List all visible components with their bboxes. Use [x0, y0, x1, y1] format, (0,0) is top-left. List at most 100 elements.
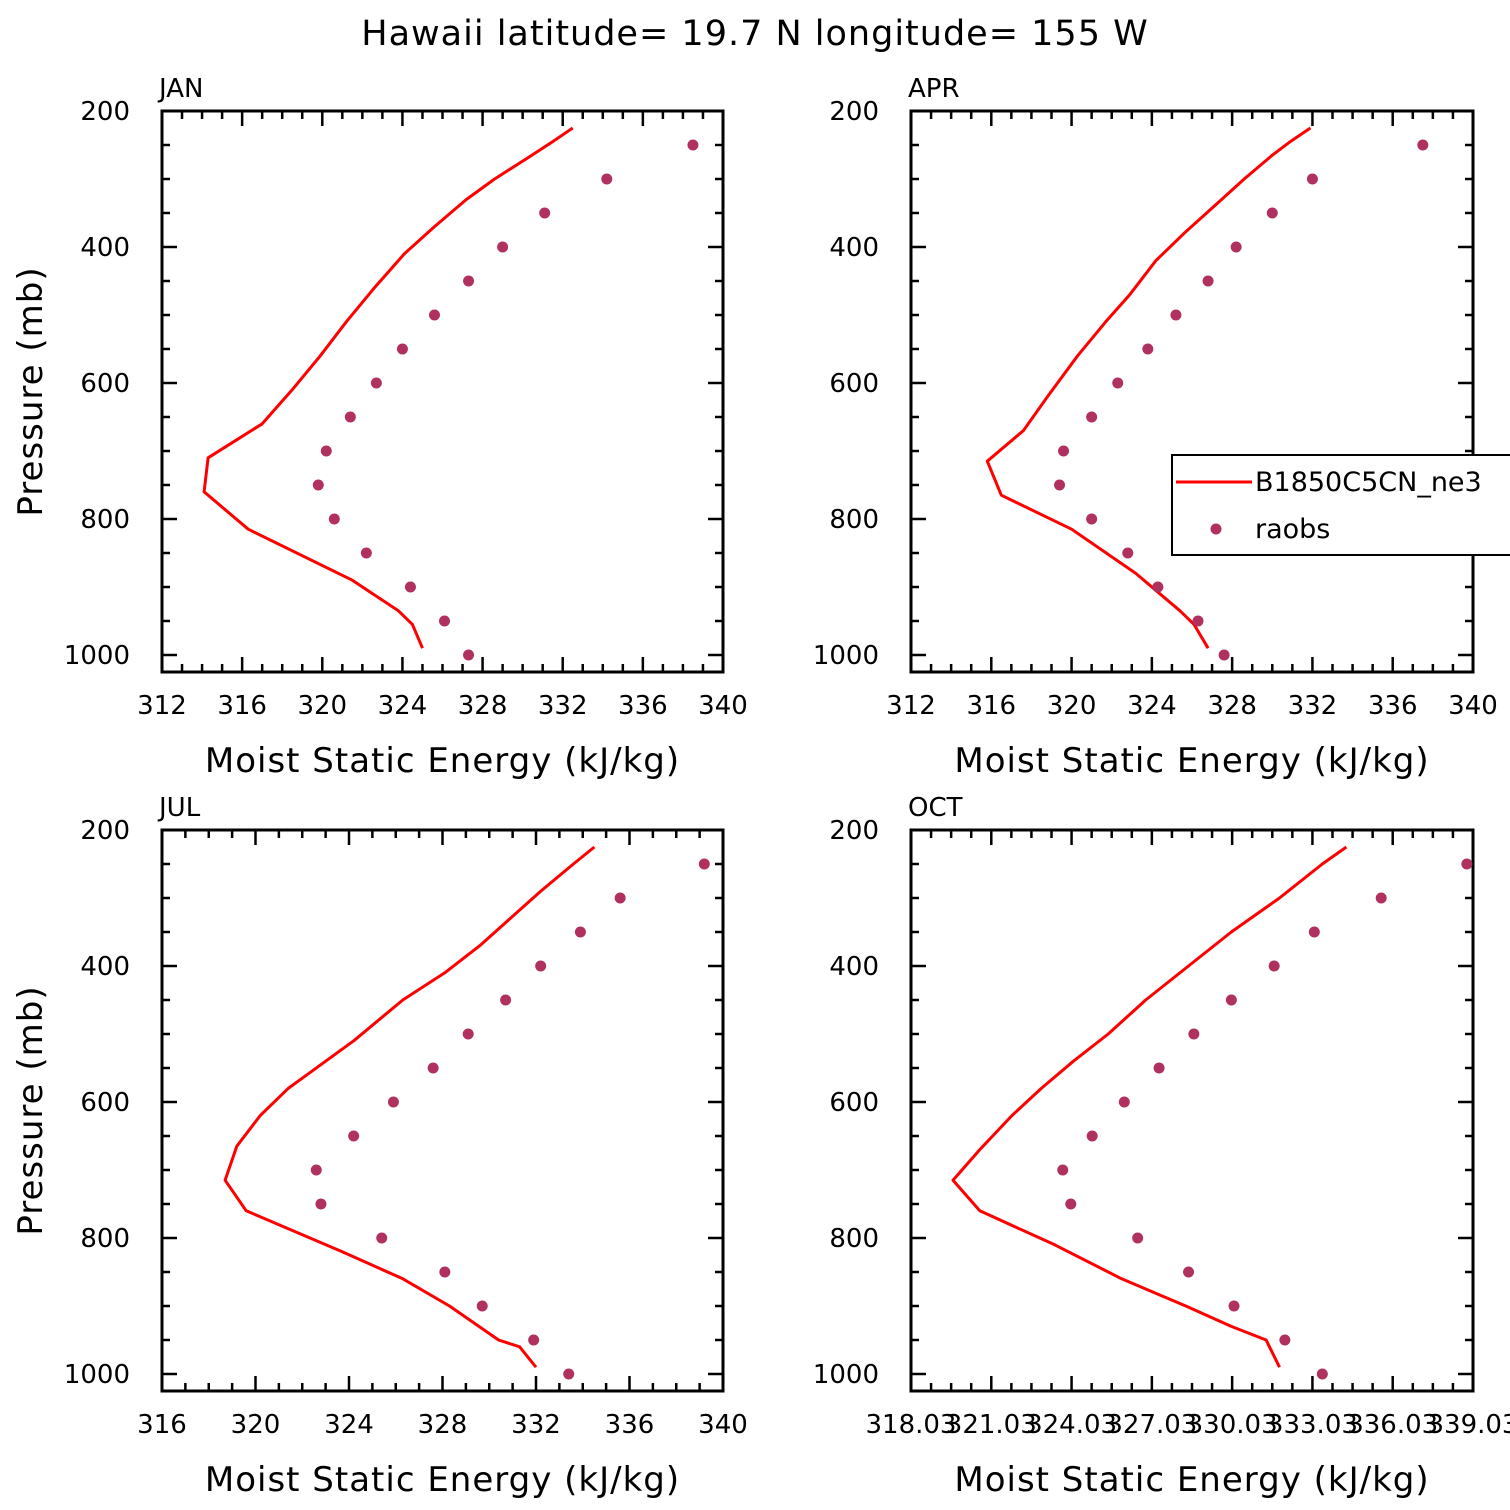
- raobs-point: [1266, 207, 1278, 219]
- raobs-point: [601, 173, 613, 185]
- y-tick-label: 600: [829, 1088, 879, 1118]
- legend-box: [1171, 454, 1510, 556]
- raobs-point: [1086, 1130, 1098, 1142]
- x-axis-label: Moist Static Energy (kJ/kg): [954, 741, 1429, 781]
- x-tick-label: 320: [1047, 691, 1097, 721]
- x-tick-label: 336: [1368, 691, 1418, 721]
- y-tick-label: 800: [80, 1224, 130, 1254]
- plot-frame: [160, 109, 725, 674]
- x-tick-label: 327.03: [1106, 1410, 1197, 1440]
- y-tick-label: 200: [80, 97, 130, 127]
- raobs-point: [500, 994, 512, 1006]
- raobs-point: [1268, 960, 1280, 972]
- legend-label-model: B1850C5CN_ne3: [1255, 467, 1482, 498]
- x-tick-label: 324.03: [1026, 1410, 1117, 1440]
- raobs-point: [1218, 649, 1230, 661]
- x-tick-label: 328: [1207, 691, 1257, 721]
- raobs-point: [1170, 309, 1182, 321]
- y-tick-label: 400: [829, 952, 879, 982]
- legend-label-raobs: raobs: [1255, 514, 1330, 545]
- y-tick-label: 400: [80, 233, 130, 263]
- y-axis-label: Pressure (mb): [11, 266, 51, 516]
- panel-oct: OCT318.03321.03324.03327.03330.03333.033…: [813, 793, 1510, 1500]
- y-tick-label: 200: [829, 97, 879, 127]
- y-tick-label: 1000: [64, 1360, 130, 1390]
- panel-jan: JAN 312 316 320 324 328 332 336 340 200 400 600 800 1…: [11, 74, 748, 781]
- y-tick-label: 200: [829, 816, 879, 846]
- x-tick-label: 340: [698, 1410, 748, 1440]
- raobs-point: [1132, 1232, 1144, 1244]
- y-tick-label: 800: [829, 1224, 879, 1254]
- raobs-point: [376, 1232, 388, 1244]
- raobs-point: [439, 615, 451, 627]
- y-tick-label: 800: [80, 505, 130, 535]
- x-tick-label: 330.03: [1187, 1410, 1278, 1440]
- x-tick-label: 332: [1288, 691, 1338, 721]
- x-tick-label: 320: [231, 1410, 281, 1440]
- y-tick-label: 400: [829, 233, 879, 263]
- panels: JAN 312 316 320 324 328 332 336 340 200 400 600 800 1…: [11, 74, 1510, 1500]
- raobs-point: [1153, 1062, 1165, 1074]
- x-axis-label: Moist Static Energy (kJ/kg): [205, 1460, 680, 1500]
- plot-frame: [160, 828, 725, 1393]
- raobs-point: [1461, 858, 1473, 870]
- model-series-line: [985, 126, 1312, 649]
- raobs-point: [344, 411, 356, 423]
- raobs-point: [360, 547, 372, 559]
- panel-apr: APR 312 316 320 324 328 332 336 340 200 400 600 800 1…: [813, 74, 1498, 781]
- panel-title: OCT: [908, 793, 963, 823]
- raobs-point: [563, 1368, 575, 1380]
- raobs-point: [387, 1096, 399, 1108]
- raobs-point: [1142, 343, 1154, 355]
- y-axis-label: Pressure (mb): [11, 985, 51, 1235]
- raobs-point: [1192, 615, 1204, 627]
- raobs-point: [1112, 377, 1124, 389]
- model-series-line: [951, 845, 1348, 1368]
- x-tick-label: 336.03: [1347, 1410, 1438, 1440]
- y-tick-label: 600: [80, 369, 130, 399]
- x-tick-label: 324: [1127, 691, 1177, 721]
- raobs-point: [1152, 581, 1164, 593]
- panel-title: JAN: [157, 74, 203, 104]
- raobs-point: [1183, 1266, 1195, 1278]
- y-tick-label: 600: [829, 369, 879, 399]
- x-axis-label: Moist Static Energy (kJ/kg): [205, 741, 680, 781]
- raobs-point: [348, 1130, 360, 1142]
- raobs-point: [1188, 1028, 1200, 1040]
- raobs-point: [370, 377, 382, 389]
- raobs-point: [1057, 1164, 1069, 1176]
- x-tick-label: 339.03: [1428, 1410, 1510, 1440]
- x-tick-label: 324: [378, 691, 428, 721]
- x-tick-label: 320: [297, 691, 347, 721]
- raobs-point: [427, 1062, 439, 1074]
- panel-title: JUL: [157, 793, 201, 823]
- x-tick-label: 316: [217, 691, 267, 721]
- x-tick-label: 312: [137, 691, 187, 721]
- legend-marker-swatch: [1210, 523, 1222, 535]
- raobs-point: [1225, 994, 1237, 1006]
- x-tick-label: 318.03: [866, 1410, 957, 1440]
- y-tick-label: 600: [80, 1088, 130, 1118]
- raobs-point: [1230, 241, 1242, 253]
- raobs-point: [462, 1028, 474, 1040]
- raobs-point: [1086, 411, 1098, 423]
- y-tick-label: 1000: [813, 1360, 879, 1390]
- x-axis-label: Moist Static Energy (kJ/kg): [954, 1460, 1429, 1500]
- raobs-point: [1308, 926, 1320, 938]
- x-tick-label: 324: [324, 1410, 374, 1440]
- raobs-point: [320, 445, 332, 457]
- raobs-point: [1118, 1096, 1130, 1108]
- raobs-point: [1202, 275, 1214, 287]
- raobs-point: [428, 309, 440, 321]
- panel-title: APR: [908, 74, 960, 104]
- raobs-point: [328, 513, 340, 525]
- model-series-line: [223, 845, 596, 1369]
- raobs-point: [1279, 1334, 1291, 1346]
- model-series-line: [202, 126, 574, 649]
- x-tick-label: 336: [605, 1410, 655, 1440]
- raobs-point: [463, 275, 475, 287]
- raobs-point: [1065, 1198, 1077, 1210]
- raobs-point: [396, 343, 408, 355]
